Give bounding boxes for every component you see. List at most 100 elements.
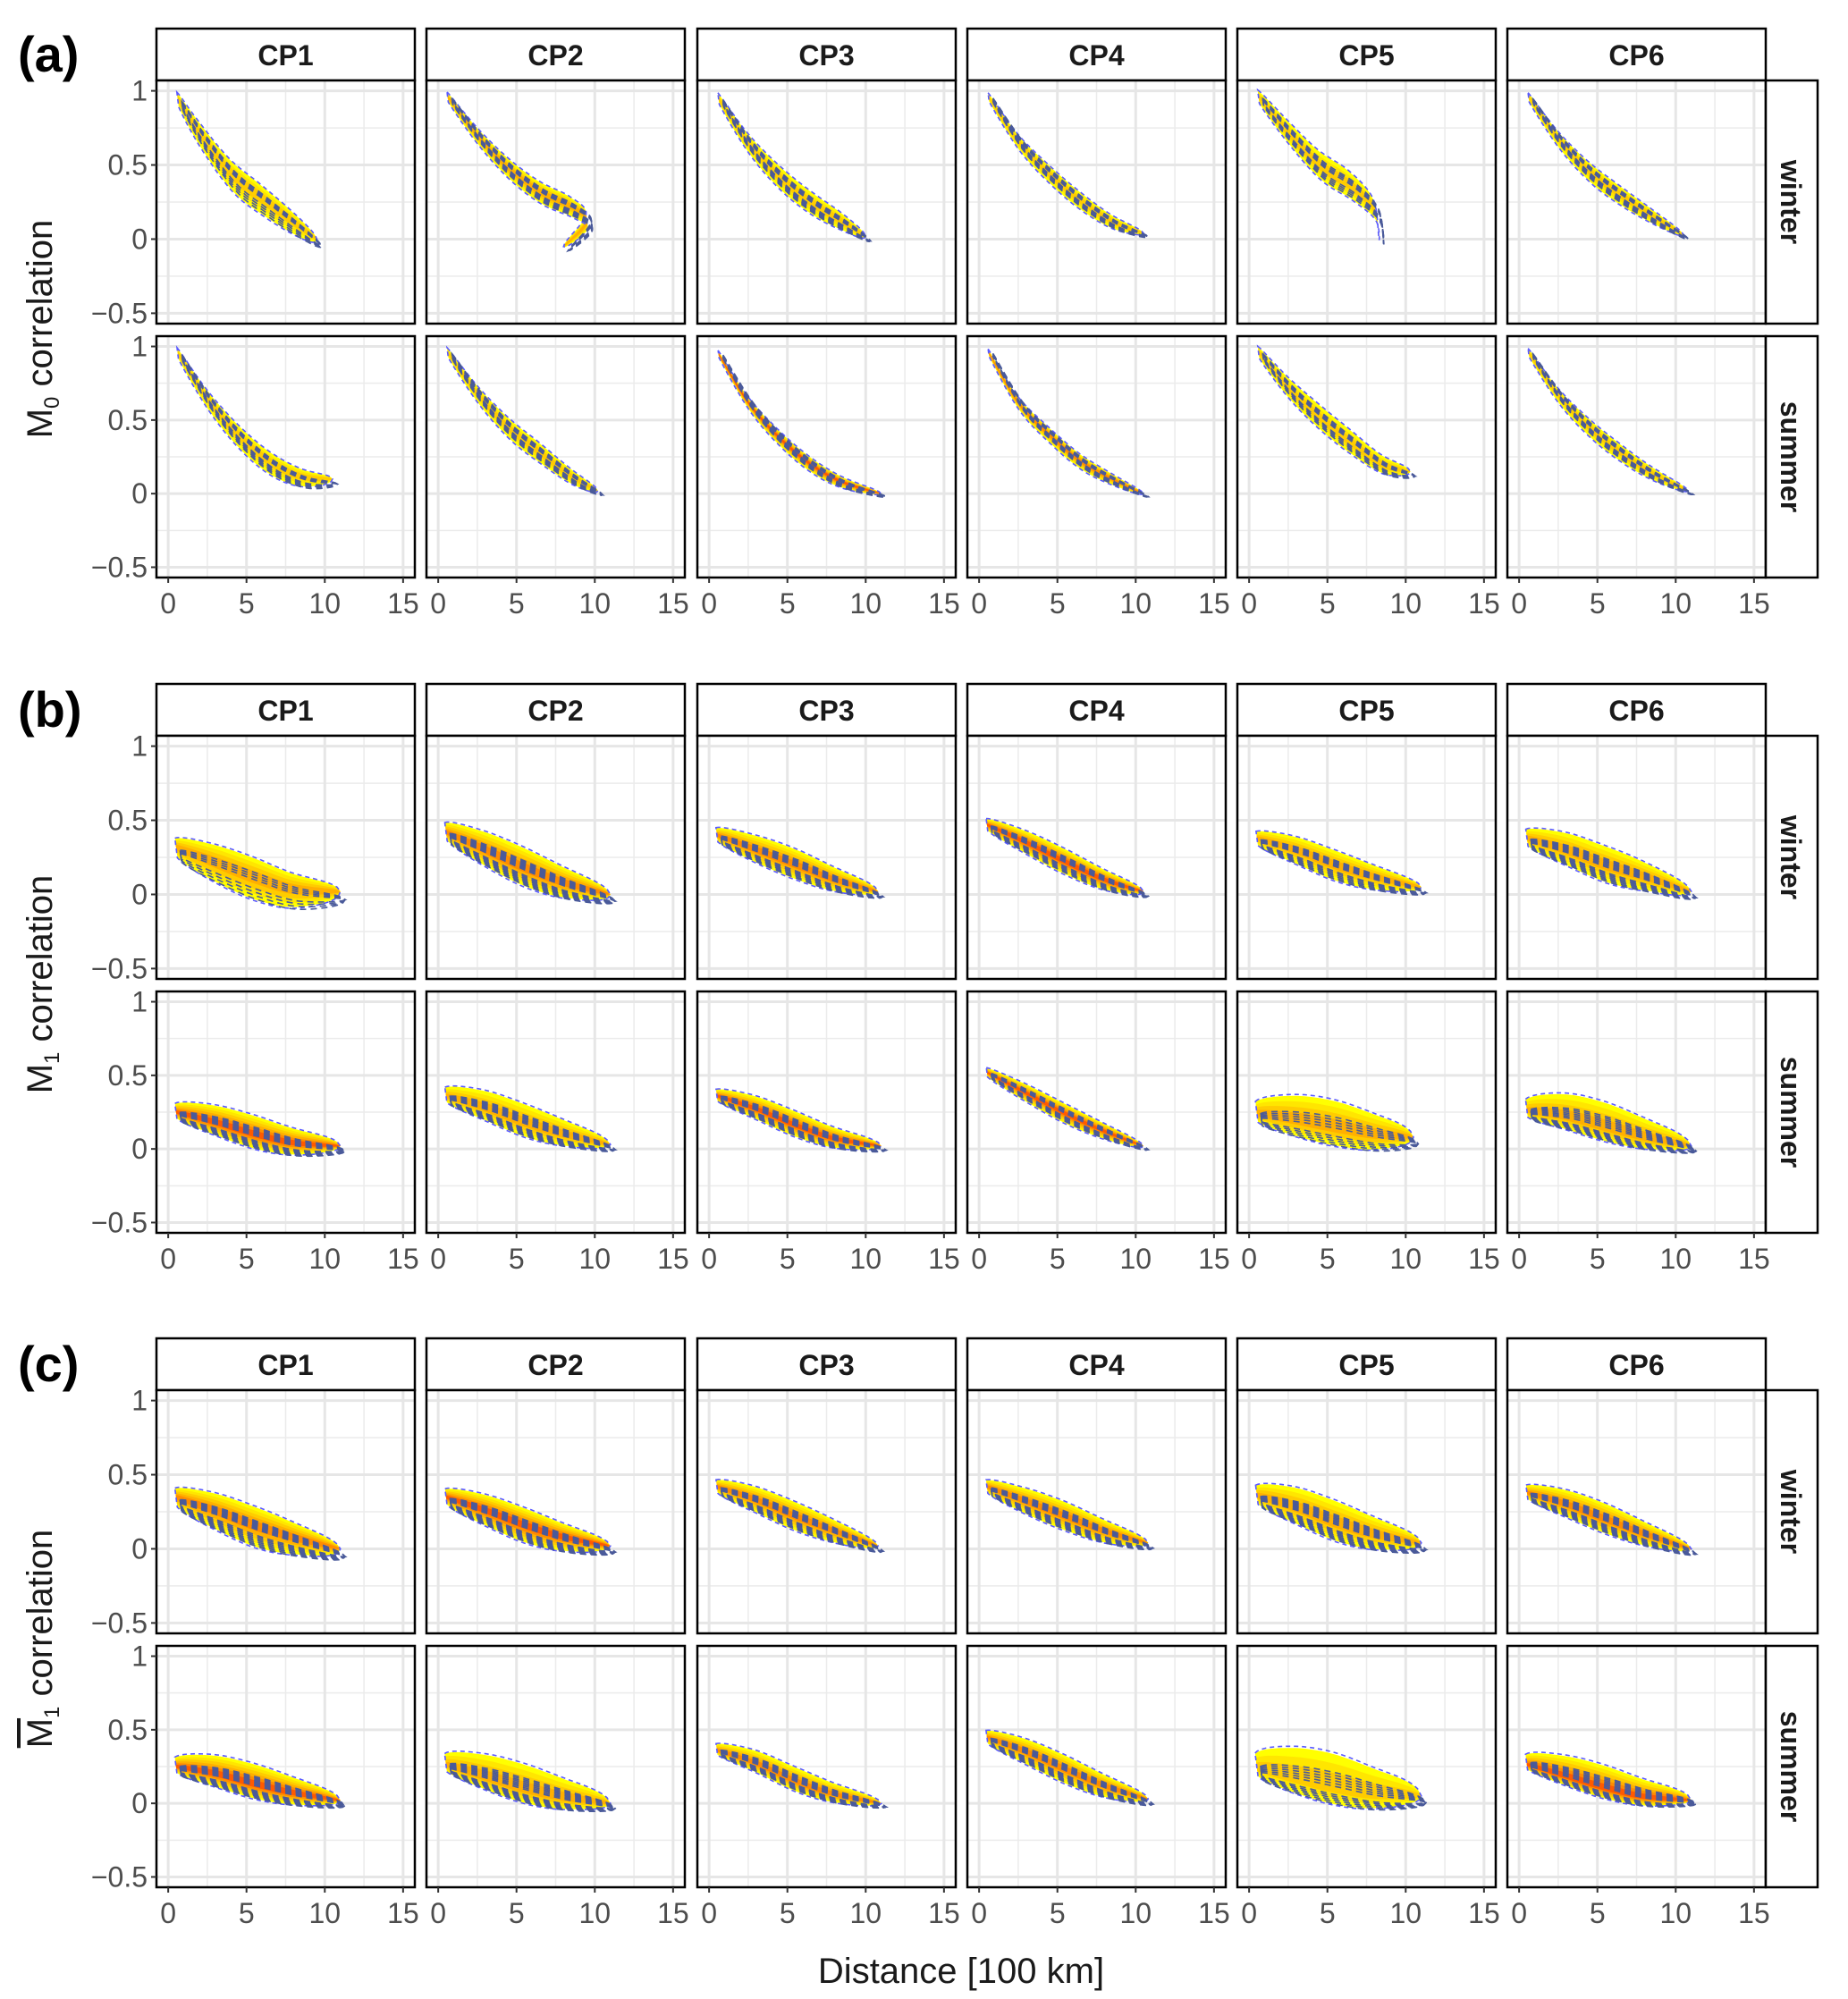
x-tick-label: 10: [849, 1897, 882, 1929]
density-contour-outer: [715, 1742, 882, 1807]
facet-row-strip: [1764, 734, 1819, 981]
density-contour: [721, 1098, 887, 1151]
x-tick-label: 10: [1659, 587, 1692, 620]
panel-border: [155, 990, 417, 1235]
panel-CP1-summer: −0.500.510 5 10 15: [91, 1641, 419, 1929]
density-contour: [179, 1114, 348, 1154]
panel-CP6-winter: [1506, 1388, 1768, 1635]
y-tick-label: 1: [131, 986, 148, 1018]
facet-strip: [425, 682, 687, 738]
density-contour-outer: [443, 821, 612, 901]
panel-CP6-summer: 0 5 10 15: [1506, 1644, 1770, 1929]
x-tick-label: 15: [657, 1897, 689, 1929]
panel-border: [1236, 334, 1498, 579]
panel-CP4-winter: [966, 79, 1228, 325]
facet-strip-label: CP1: [257, 1349, 313, 1381]
x-tick-label: 15: [1738, 1897, 1770, 1929]
x-tick-label: 10: [1659, 1897, 1692, 1929]
section-label: (c): [18, 1336, 79, 1392]
panel-CP3-summer: 0 5 10 15: [696, 990, 960, 1275]
y-axis-title-text: correlation: [21, 1530, 60, 1707]
x-tick-label: 0: [160, 587, 176, 620]
density-contour: [722, 101, 872, 242]
y-axis-title: M1 correlation: [21, 1530, 64, 1749]
panel-border: [1236, 990, 1498, 1235]
facet-strip: [425, 1337, 687, 1392]
density-contour: [449, 833, 617, 904]
panel-CP3-winter: [696, 734, 958, 981]
x-tick-label: 15: [1738, 1243, 1770, 1275]
x-tick-label: 5: [509, 1243, 525, 1275]
panel-border: [155, 79, 417, 325]
density-contour: [179, 852, 348, 903]
x-tick-label: 5: [1050, 1897, 1066, 1929]
x-tick-label: 0: [430, 1243, 446, 1275]
density-contour: [449, 834, 617, 904]
panel-CP2-winter: [425, 734, 687, 981]
x-tick-label: 0: [160, 1243, 176, 1275]
x-tick-label: 0: [430, 587, 446, 620]
panel-border: [696, 79, 958, 325]
x-tick-label: 15: [1738, 587, 1770, 620]
density-contour: [181, 102, 324, 248]
x-tick-label: 0: [1511, 587, 1527, 620]
density-contour: [722, 356, 887, 498]
density-contour-outer: [173, 1486, 342, 1557]
x-tick-label: 15: [928, 1897, 960, 1929]
panel-border: [696, 734, 958, 981]
y-tick-label: 0.5: [108, 805, 148, 837]
density-fill-level: [176, 92, 317, 242]
density-contour: [451, 97, 593, 252]
density-contour: [449, 833, 617, 905]
density-contour-outer: [173, 836, 342, 909]
y-tick-label: 0.5: [108, 149, 148, 181]
y-tick-label: −0.5: [91, 1607, 148, 1639]
panel-CP6-summer: 0 5 10 15: [1506, 334, 1770, 620]
y-tick-label: 1: [131, 75, 148, 107]
density-contour: [1530, 1111, 1699, 1153]
x-tick-label: 5: [239, 1243, 255, 1275]
facet-strip-label: CP2: [527, 1349, 583, 1381]
density-contour: [180, 1502, 346, 1557]
density-contour: [179, 1766, 347, 1809]
panel-border: [155, 334, 417, 579]
density-contour: [181, 354, 339, 490]
density-fill-level: [1528, 92, 1683, 236]
x-tick-label: 5: [1320, 1243, 1336, 1275]
density-contour: [1261, 841, 1427, 894]
y-tick-label: 0.5: [108, 404, 148, 436]
panel-CP5-summer: 0 5 10 15: [1236, 990, 1500, 1275]
x-tick-label: 5: [1590, 1243, 1606, 1275]
panel-border: [155, 1644, 417, 1889]
x-tick-label: 0: [701, 1897, 717, 1929]
density-contour: [1531, 841, 1697, 898]
x-tick-label: 10: [1119, 1897, 1152, 1929]
density-contour: [450, 836, 616, 902]
density-contour-outer: [985, 1067, 1145, 1149]
density-contour: [1260, 1770, 1428, 1806]
y-axis-title-text: correlation: [21, 875, 60, 1052]
facet-row-label: winter: [1775, 1469, 1807, 1554]
density-contour: [1530, 1765, 1699, 1806]
panel-CP6-winter: [1506, 79, 1768, 325]
y-tick-label: −0.5: [91, 551, 148, 583]
density-contour: [1532, 97, 1689, 240]
panel-border: [1236, 79, 1498, 325]
y-tick-label: −0.5: [91, 1860, 148, 1893]
x-tick-label: 10: [308, 587, 341, 620]
density-contour: [181, 354, 339, 489]
panel-border: [425, 334, 687, 579]
density-contour: [1531, 1766, 1697, 1805]
y-tick-label: 0: [131, 223, 148, 255]
panel-CP4-winter: [966, 734, 1228, 981]
density-contour-outer: [987, 348, 1145, 495]
panel-CP1-winter: −0.5 0 0.5 1: [91, 730, 417, 984]
panel-border: [155, 734, 417, 981]
density-contour: [1532, 355, 1693, 495]
x-tick-label: 10: [578, 1243, 611, 1275]
y-tick-label: −0.5: [91, 297, 148, 329]
panel-CP4-summer: 0 5 10 15: [966, 334, 1230, 620]
panel-border: [966, 990, 1228, 1235]
x-tick-label: 0: [701, 1243, 717, 1275]
